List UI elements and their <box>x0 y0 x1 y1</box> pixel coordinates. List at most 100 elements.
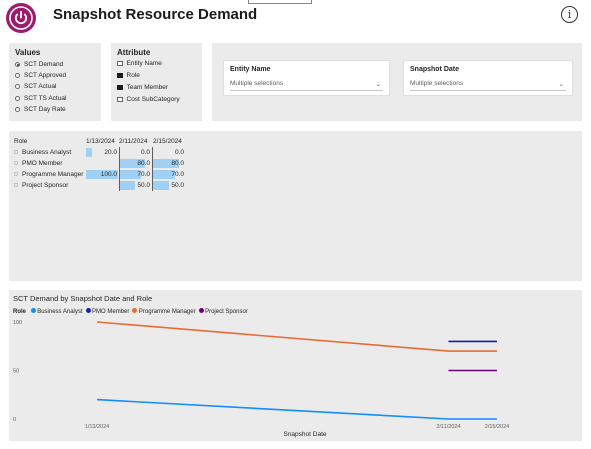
legend-item[interactable]: Programme Manager <box>132 308 196 315</box>
radio-icon[interactable] <box>15 107 20 112</box>
checkbox-icon[interactable] <box>117 96 123 102</box>
chevron-down-icon[interactable]: ⌄ <box>375 81 381 88</box>
table-cell[interactable]: 100.0 <box>100 171 117 178</box>
x-axis-label: Snapshot Date <box>283 431 326 438</box>
row-expand-icon[interactable] <box>14 183 18 187</box>
values-option-sct-ts-actual[interactable]: SCT TS Actual <box>15 95 66 102</box>
data-bar <box>153 159 179 168</box>
series-line-programme-manager[interactable] <box>96 321 497 352</box>
chevron-down-icon[interactable]: ⌄ <box>558 81 564 88</box>
matrix-header-date[interactable]: 2/11/2024 <box>119 138 148 145</box>
attribute-panel: Attribute Entity Name Role Team Member C… <box>111 43 202 121</box>
app-logo <box>6 3 36 33</box>
top-edge-tab <box>248 0 312 4</box>
data-bar <box>119 159 145 168</box>
legend-title: Role <box>13 308 27 315</box>
snapshot-date-dropdown-value: Multiple selections <box>410 80 464 87</box>
row-expand-icon[interactable] <box>14 172 18 176</box>
line-chart[interactable]: 100 50 0 1/13/2024 2/11/2024 2/15/2024 Snapsho… <box>9 290 582 441</box>
column-divider <box>119 147 120 191</box>
page-title: Snapshot Resource Demand <box>53 6 258 23</box>
table-cell[interactable]: 20.0 <box>104 149 117 156</box>
values-option-sct-approved[interactable]: SCT Approved <box>15 72 66 79</box>
table-cell[interactable] <box>86 180 119 191</box>
legend-dot-icon <box>85 308 91 313</box>
table-row[interactable]: PMO Member 80.0 80.0 <box>12 158 186 169</box>
attribute-option-cost-subcategory[interactable]: Cost SubCategory <box>117 96 180 103</box>
table-cell[interactable] <box>86 158 119 169</box>
values-option-sct-actual[interactable]: SCT Actual <box>15 83 56 90</box>
radio-icon[interactable] <box>15 84 20 89</box>
legend-item[interactable]: PMO Member <box>85 308 129 315</box>
table-row[interactable]: Project Sponsor 50.0 50.0 <box>12 180 186 191</box>
entity-name-dropdown[interactable]: Multiple selections ⌄ <box>230 79 383 91</box>
table-cell[interactable]: 0.0 <box>140 149 150 156</box>
x-tick-label: 1/13/2024 <box>85 424 109 430</box>
legend-item[interactable]: Business Analyst <box>30 308 83 315</box>
data-bar <box>153 170 176 179</box>
legend-item[interactable]: Project Sponsor <box>198 308 248 315</box>
values-panel-title: Values <box>15 48 41 57</box>
table-cell[interactable]: 80.0 <box>171 160 184 167</box>
y-tick-label: 50 <box>13 369 19 375</box>
snapshot-date-dropdown[interactable]: Multiple selections ⌄ <box>410 79 566 91</box>
chart-legend: Role Business Analyst PMO Member Programme… <box>13 308 251 315</box>
attribute-option-team-member[interactable]: Team Member <box>117 84 168 91</box>
y-tick-label: 0 <box>13 417 16 423</box>
y-tick-label: 100 <box>13 320 22 326</box>
legend-dot-icon <box>198 308 204 313</box>
values-option-sct-day-rate[interactable]: SCT Day Rate <box>15 106 66 113</box>
legend-dot-icon <box>132 308 138 313</box>
snapshot-date-slicer-label: Snapshot Date <box>410 66 460 73</box>
matrix-header-row: Role 1/13/2024 2/11/2024 2/15/2024 <box>12 136 186 147</box>
info-icon[interactable]: i <box>561 6 578 23</box>
slicers-panel: Entity Name Multiple selections ⌄ Snapsh… <box>212 43 582 121</box>
power-icon <box>9 6 33 30</box>
table-cell[interactable]: 50.0 <box>171 182 184 189</box>
row-label: Project Sponsor <box>14 180 68 191</box>
series-line-business-analyst[interactable] <box>96 398 497 420</box>
row-label: Business Analyst <box>14 147 71 158</box>
matrix-header-role[interactable]: Role <box>14 138 28 145</box>
entity-name-slicer-label: Entity Name <box>230 66 271 73</box>
x-tick-label: 2/15/2024 <box>485 424 509 430</box>
radio-selected-icon[interactable] <box>15 62 20 67</box>
row-expand-icon[interactable] <box>14 161 18 165</box>
table-cell[interactable]: 80.0 <box>137 160 150 167</box>
data-bar <box>86 170 118 179</box>
attribute-option-role[interactable]: Role <box>117 72 140 79</box>
radio-icon[interactable] <box>15 73 20 78</box>
column-divider <box>152 147 153 191</box>
snapshot-date-slicer[interactable]: Snapshot Date Multiple selections ⌄ <box>403 60 573 96</box>
checkbox-checked-icon[interactable] <box>117 72 123 78</box>
data-bar <box>119 170 142 179</box>
table-row[interactable]: Programme Manager 100.0 70.0 70.0 <box>12 169 186 180</box>
chart-title: SCT Demand by Snapshot Date and Role <box>13 294 153 303</box>
table-cell[interactable]: 70.0 <box>171 171 184 178</box>
radio-icon[interactable] <box>15 96 20 101</box>
x-tick-label: 2/11/2024 <box>436 424 460 430</box>
line-chart-panel: SCT Demand by Snapshot Date and Role Rol… <box>9 290 582 441</box>
legend-dot-icon <box>30 308 36 313</box>
matrix-panel <box>9 131 582 281</box>
row-expand-icon[interactable] <box>14 150 18 154</box>
data-bar <box>153 181 169 190</box>
values-panel: Values SCT Demand SCT Approved SCT Actua… <box>9 43 101 121</box>
table-row[interactable]: Business Analyst 20.0 0.0 0.0 <box>12 147 186 158</box>
entity-name-slicer[interactable]: Entity Name Multiple selections ⌄ <box>223 60 390 96</box>
table-cell[interactable]: 50.0 <box>137 182 150 189</box>
legend-items: Business Analyst PMO Member Programme Mana… <box>30 308 251 315</box>
row-label: Programme Manager <box>14 169 83 180</box>
checkbox-checked-icon[interactable] <box>117 84 123 90</box>
row-label: PMO Member <box>14 158 62 169</box>
values-option-sct-demand[interactable]: SCT Demand <box>15 61 63 68</box>
attribute-option-entity-name[interactable]: Entity Name <box>117 60 162 67</box>
attribute-panel-title: Attribute <box>117 48 151 57</box>
matrix-header-date[interactable]: 2/15/2024 <box>153 138 182 145</box>
data-bar <box>86 148 93 157</box>
checkbox-icon[interactable] <box>117 60 123 66</box>
data-bar <box>119 181 135 190</box>
table-cell[interactable]: 70.0 <box>137 171 150 178</box>
matrix-header-date[interactable]: 1/13/2024 <box>86 138 115 145</box>
table-cell[interactable]: 0.0 <box>174 149 184 156</box>
